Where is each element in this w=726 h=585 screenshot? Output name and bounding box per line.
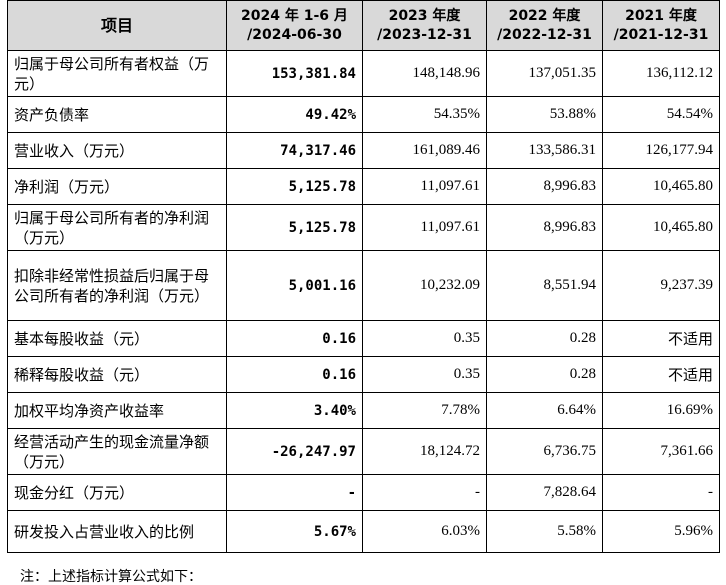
header-date: /2022-12-31 <box>497 26 592 43</box>
cell-2021: 10,465.80 <box>602 204 720 251</box>
header-date: /2024-06-30 <box>247 26 342 43</box>
cell-2024-h1: - <box>226 474 363 511</box>
table-row: 经营活动产生的现金流量净额（万元） -26,247.97 18,124.72 6… <box>7 428 720 475</box>
row-label: 现金分红（万元） <box>7 474 227 511</box>
header-item-label: 项目 <box>100 16 133 35</box>
cell-2021: 5.96% <box>602 510 720 553</box>
table-row: 扣除非经常性损益后归属于母公司所有者的净利润（万元） 5,001.16 10,2… <box>7 250 720 321</box>
header-period: 2024 年 1-6 月 <box>241 7 348 24</box>
header-date: /2021-12-31 <box>613 26 709 43</box>
cell-2024-h1: 5,125.78 <box>226 168 363 205</box>
cell-2022: 7,828.64 <box>486 474 603 511</box>
cell-2021: - <box>602 474 720 511</box>
cell-2024-h1: 0.16 <box>226 356 363 393</box>
cell-2021: 10,465.80 <box>602 168 720 205</box>
cell-2021: 9,237.39 <box>602 250 720 321</box>
table-row: 资产负债率 49.42% 54.35% 53.88% 54.54% <box>7 96 720 133</box>
row-label: 基本每股收益（元） <box>7 320 227 357</box>
cell-2022: 137,051.35 <box>486 50 603 97</box>
row-label: 稀释每股收益（元） <box>7 356 227 393</box>
row-label: 营业收入（万元） <box>7 132 227 169</box>
row-label: 资产负债率 <box>7 96 227 133</box>
table-footnote: 注：上述指标计算公式如下： <box>20 569 202 585</box>
header-2022: 2022 年度 /2022-12-31 <box>486 0 603 51</box>
header-date: /2023-12-31 <box>377 26 472 43</box>
cell-2023: - <box>362 474 487 511</box>
cell-2021: 16.69% <box>602 392 720 429</box>
table-row: 稀释每股收益（元） 0.16 0.35 0.28 不适用 <box>7 356 720 393</box>
table-row: 净利润（万元） 5,125.78 11,097.61 8,996.83 10,4… <box>7 168 720 205</box>
row-label: 归属于母公司所有者的净利润（万元） <box>7 204 227 251</box>
row-label: 经营活动产生的现金流量净额（万元） <box>7 428 227 475</box>
cell-2022: 8,996.83 <box>486 204 603 251</box>
cell-2024-h1: -26,247.97 <box>226 428 363 475</box>
cell-2023: 0.35 <box>362 320 487 357</box>
cell-2021: 7,361.66 <box>602 428 720 475</box>
table-row: 现金分红（万元） - - 7,828.64 - <box>7 474 720 511</box>
header-2024-h1: 2024 年 1-6 月 /2024-06-30 <box>226 0 363 51</box>
cell-2023: 6.03% <box>362 510 487 553</box>
header-period: 2021 年度 <box>625 7 697 24</box>
table-row: 加权平均净资产收益率 3.40% 7.78% 6.64% 16.69% <box>7 392 720 429</box>
cell-2024-h1: 74,317.46 <box>226 132 363 169</box>
cell-2022: 53.88% <box>486 96 603 133</box>
cell-2022: 0.28 <box>486 320 603 357</box>
cell-2022: 6.64% <box>486 392 603 429</box>
header-period: 2022 年度 <box>508 7 581 24</box>
header-row: 项目 2024 年 1-6 月 /2024-06-30 2023 年度 /202… <box>7 0 720 51</box>
cell-2023: 7.78% <box>362 392 487 429</box>
cell-2024-h1: 5.67% <box>226 510 363 553</box>
cell-2023: 10,232.09 <box>362 250 487 321</box>
table-row: 归属于母公司所有者权益（万元） 153,381.84 148,148.96 13… <box>7 50 720 97</box>
cell-2021: 不适用 <box>602 320 720 357</box>
header-period: 2023 年度 <box>388 7 461 24</box>
cell-2023: 54.35% <box>362 96 487 133</box>
cell-2024-h1: 0.16 <box>226 320 363 357</box>
row-label: 研发投入占营业收入的比例 <box>7 510 227 553</box>
cell-2023: 11,097.61 <box>362 204 487 251</box>
table-row: 归属于母公司所有者的净利润（万元） 5,125.78 11,097.61 8,9… <box>7 204 720 251</box>
row-label: 净利润（万元） <box>7 168 227 205</box>
table-row: 营业收入（万元） 74,317.46 161,089.46 133,586.31… <box>7 132 720 169</box>
cell-2023: 18,124.72 <box>362 428 487 475</box>
cell-2022: 133,586.31 <box>486 132 603 169</box>
header-2021: 2021 年度 /2021-12-31 <box>602 0 720 51</box>
cell-2022: 8,551.94 <box>486 250 603 321</box>
cell-2021: 126,177.94 <box>602 132 720 169</box>
table-row: 研发投入占营业收入的比例 5.67% 6.03% 5.58% 5.96% <box>7 510 720 553</box>
header-2023: 2023 年度 /2023-12-31 <box>362 0 487 51</box>
cell-2022: 5.58% <box>486 510 603 553</box>
table-row: 基本每股收益（元） 0.16 0.35 0.28 不适用 <box>7 320 720 357</box>
header-item: 项目 <box>7 0 227 51</box>
cell-2024-h1: 5,001.16 <box>226 250 363 321</box>
cell-2022: 8,996.83 <box>486 168 603 205</box>
cell-2021: 不适用 <box>602 356 720 393</box>
cell-2022: 0.28 <box>486 356 603 393</box>
cell-2024-h1: 3.40% <box>226 392 363 429</box>
cell-2023: 161,089.46 <box>362 132 487 169</box>
cell-2023: 11,097.61 <box>362 168 487 205</box>
cell-2024-h1: 5,125.78 <box>226 204 363 251</box>
financial-summary-table: 项目 2024 年 1-6 月 /2024-06-30 2023 年度 /202… <box>7 0 720 553</box>
row-label: 加权平均净资产收益率 <box>7 392 227 429</box>
cell-2024-h1: 49.42% <box>226 96 363 133</box>
cell-2023: 0.35 <box>362 356 487 393</box>
cell-2021: 54.54% <box>602 96 720 133</box>
cell-2022: 6,736.75 <box>486 428 603 475</box>
cell-2023: 148,148.96 <box>362 50 487 97</box>
row-label: 扣除非经常性损益后归属于母公司所有者的净利润（万元） <box>7 250 227 321</box>
row-label: 归属于母公司所有者权益（万元） <box>7 50 227 97</box>
cell-2024-h1: 153,381.84 <box>226 50 363 97</box>
cell-2021: 136,112.12 <box>602 50 720 97</box>
